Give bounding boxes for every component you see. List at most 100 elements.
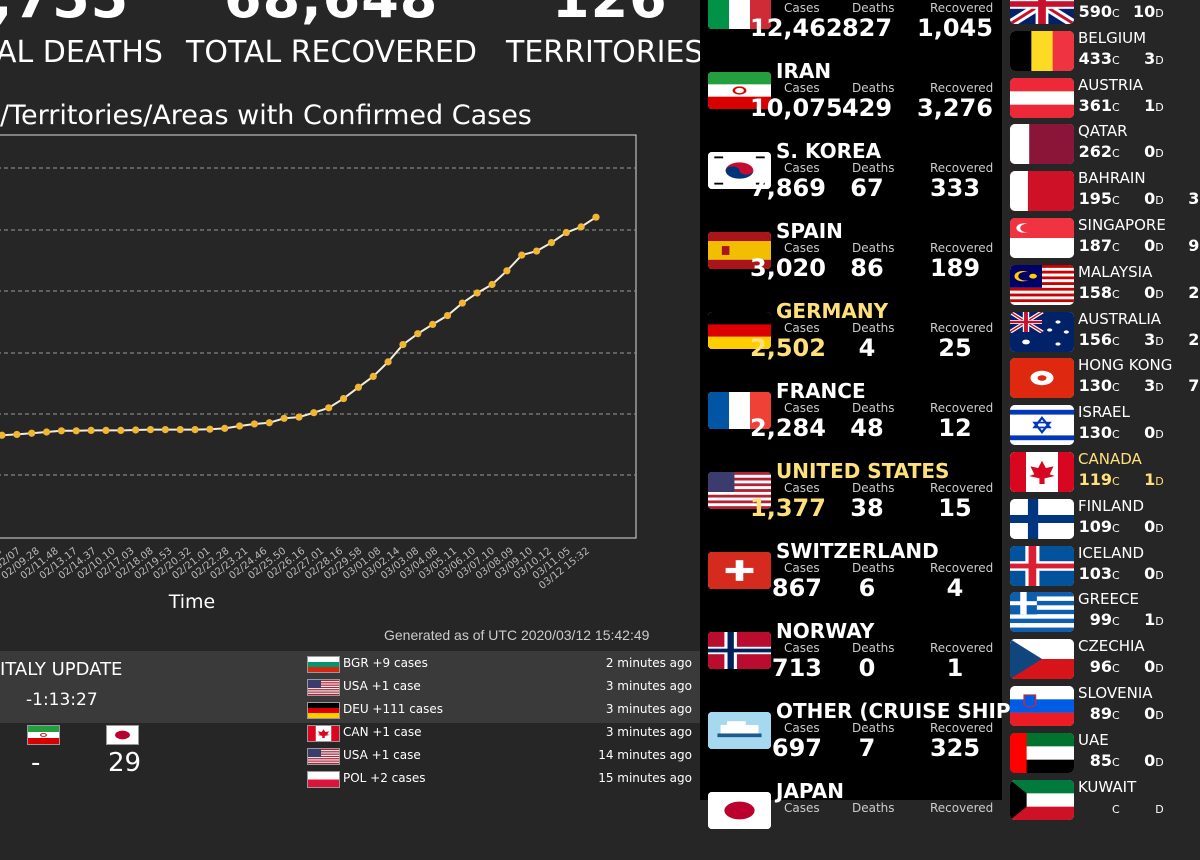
country-name: ICELAND bbox=[1078, 543, 1145, 562]
data-point bbox=[102, 426, 110, 434]
x-axis-label: Time bbox=[168, 591, 216, 613]
country-stats: 361C 1D bbox=[1078, 95, 1199, 119]
country-name: MALAYSIA bbox=[1078, 262, 1153, 281]
data-point bbox=[13, 430, 21, 439]
cases-value: 130 bbox=[1078, 423, 1112, 443]
cases-unit: C bbox=[1112, 521, 1120, 535]
country-flag-icon bbox=[1010, 639, 1074, 680]
mini-flag-icon bbox=[106, 725, 139, 745]
country-card[interactable]: FRANCE Cases Deaths Recovered 2,284 48 1… bbox=[704, 379, 1004, 460]
country-name: JAPAN bbox=[776, 779, 844, 803]
country-name: AUSTRIA bbox=[1078, 75, 1144, 94]
country-card-small[interactable]: MALAYSIA 158C 0D 2 bbox=[1002, 261, 1200, 308]
deaths-label: Deaths bbox=[852, 81, 895, 95]
country-card[interactable]: Cases Deaths Recovered 12,462 827 1,045 bbox=[704, 0, 1004, 60]
country-stats: 130C 0D bbox=[1078, 422, 1199, 446]
data-point bbox=[458, 299, 466, 307]
data-point bbox=[310, 409, 318, 417]
recovered-value: 189 bbox=[929, 254, 981, 282]
country-card-small[interactable]: UAE 85C 0D bbox=[1002, 729, 1200, 776]
update-flag-icon bbox=[307, 771, 340, 788]
country-flag-icon bbox=[708, 392, 771, 429]
ticker-countdown: -1:13:27 bbox=[26, 690, 98, 710]
update-text: BGR +9 cases bbox=[343, 656, 428, 670]
country-card-small[interactable]: FINLAND 109C 0D bbox=[1002, 495, 1200, 542]
cases-value: 7,869 bbox=[750, 174, 826, 202]
deaths-unit: D bbox=[1155, 287, 1164, 301]
country-stats: 433C 3D bbox=[1078, 48, 1199, 72]
country-flag-icon bbox=[1010, 218, 1074, 258]
country-flag-icon bbox=[1010, 311, 1074, 352]
country-stats: 89C 0D bbox=[1078, 703, 1199, 727]
cases-value: 262 bbox=[1078, 142, 1112, 162]
country-name: FRANCE bbox=[776, 379, 866, 403]
country-card[interactable]: IRAN Cases Deaths Recovered 10,075 429 3… bbox=[704, 59, 1004, 140]
country-card-small[interactable]: 590C 10D bbox=[1002, 0, 1200, 27]
country-card-small[interactable]: BELGIUM 433C 3D bbox=[1002, 27, 1200, 74]
country-card-small[interactable]: ISRAEL 130C 0D bbox=[1002, 401, 1200, 448]
cases-unit: C bbox=[1112, 475, 1120, 488]
country-card[interactable]: NORWAY Cases Deaths Recovered 713 0 1 bbox=[704, 619, 1004, 700]
recovered-value: 7 bbox=[1188, 376, 1200, 396]
data-point bbox=[592, 213, 600, 221]
country-card[interactable]: S. KOREA Cases Deaths Recovered 7,869 67… bbox=[704, 139, 1004, 220]
country-card-small[interactable]: CZECHIA 96C 0D bbox=[1002, 635, 1200, 682]
deaths-unit: D bbox=[1155, 709, 1164, 722]
deaths-value: 0 bbox=[1144, 750, 1156, 770]
country-card-small[interactable]: QATAR 262C 0D bbox=[1002, 120, 1200, 167]
data-point bbox=[280, 414, 288, 422]
deaths-value: 67 bbox=[850, 174, 884, 202]
deaths-value: 6 bbox=[858, 574, 876, 602]
country-card[interactable]: UNITED STATES Cases Deaths Recovered 1,3… bbox=[704, 459, 1004, 540]
country-card[interactable]: OTHER (CRUISE SHIP) Cases Deaths Recover… bbox=[704, 699, 1020, 780]
data-point bbox=[503, 267, 511, 275]
recovered-value: 4 bbox=[946, 574, 964, 602]
data-point bbox=[562, 228, 570, 237]
deaths-value: 0 bbox=[858, 654, 876, 682]
deaths-value: 48 bbox=[850, 414, 884, 442]
update-text: POL +2 cases bbox=[343, 771, 426, 785]
cases-value: 109 bbox=[1078, 516, 1112, 536]
country-card-small[interactable]: HONG KONG 130C 3D 7 bbox=[1002, 354, 1200, 401]
country-name: SWITZERLAND bbox=[776, 539, 939, 563]
update-flag-icon bbox=[307, 725, 340, 742]
country-card-small[interactable]: BAHRAIN 195C 0D 3 bbox=[1002, 167, 1200, 214]
deaths-unit: D bbox=[1155, 100, 1164, 114]
country-card-small[interactable]: SLOVENIA 89C 0D bbox=[1002, 682, 1200, 729]
country-card-small[interactable]: KUWAIT C D bbox=[1002, 776, 1200, 823]
country-card[interactable]: GERMANY Cases Deaths Recovered 2,502 4 2… bbox=[704, 299, 1004, 380]
country-card-small[interactable]: AUSTRIA 361C 1D bbox=[1002, 74, 1200, 121]
deaths-label: Deaths bbox=[852, 401, 895, 415]
country-name: NORWAY bbox=[776, 619, 875, 643]
cases-unit: C bbox=[1112, 334, 1120, 348]
country-card-small[interactable]: CANADA 119C 1D bbox=[1002, 448, 1200, 495]
country-name: OTHER (CRUISE SHIP) bbox=[776, 699, 1020, 723]
data-point bbox=[354, 383, 362, 391]
country-stats: 195C 0D 3 bbox=[1078, 188, 1200, 212]
deaths-unit: D bbox=[1155, 755, 1164, 769]
data-point bbox=[265, 419, 273, 427]
data-point bbox=[176, 425, 184, 434]
country-card-small[interactable]: ICELAND 103C 0D bbox=[1002, 542, 1200, 589]
country-flag-icon bbox=[1010, 30, 1074, 71]
cases-unit: C bbox=[1112, 615, 1120, 629]
cases-value: 10,075 bbox=[750, 94, 843, 122]
country-card-small[interactable]: AUSTRALIA 156C 3D 2 bbox=[1002, 308, 1200, 355]
country-card-small[interactable]: SINGAPORE 187C 0D 9 bbox=[1002, 214, 1200, 261]
country-flag-icon bbox=[708, 552, 771, 589]
data-point bbox=[518, 251, 526, 259]
data-point bbox=[414, 330, 422, 338]
deaths-value: 1 bbox=[1144, 95, 1156, 115]
country-name: SLOVENIA bbox=[1078, 684, 1153, 702]
country-name: IRAN bbox=[776, 59, 832, 83]
country-flag-icon bbox=[1010, 498, 1074, 539]
country-card[interactable]: SWITZERLAND Cases Deaths Recovered 867 6… bbox=[704, 539, 1004, 620]
country-name: BELGIUM bbox=[1078, 28, 1147, 47]
country-name: HONG KONG bbox=[1078, 356, 1173, 375]
country-card[interactable]: SPAIN Cases Deaths Recovered 3,020 86 18… bbox=[704, 219, 1004, 300]
cases-value: 433 bbox=[1078, 48, 1112, 68]
country-card-small[interactable]: GREECE 99C 1D bbox=[1002, 588, 1200, 635]
cases-unit: C bbox=[1112, 7, 1120, 20]
country-card[interactable]: JAPAN Cases Deaths Recovered bbox=[704, 779, 1004, 860]
recovered-label: Recovered bbox=[930, 801, 994, 815]
